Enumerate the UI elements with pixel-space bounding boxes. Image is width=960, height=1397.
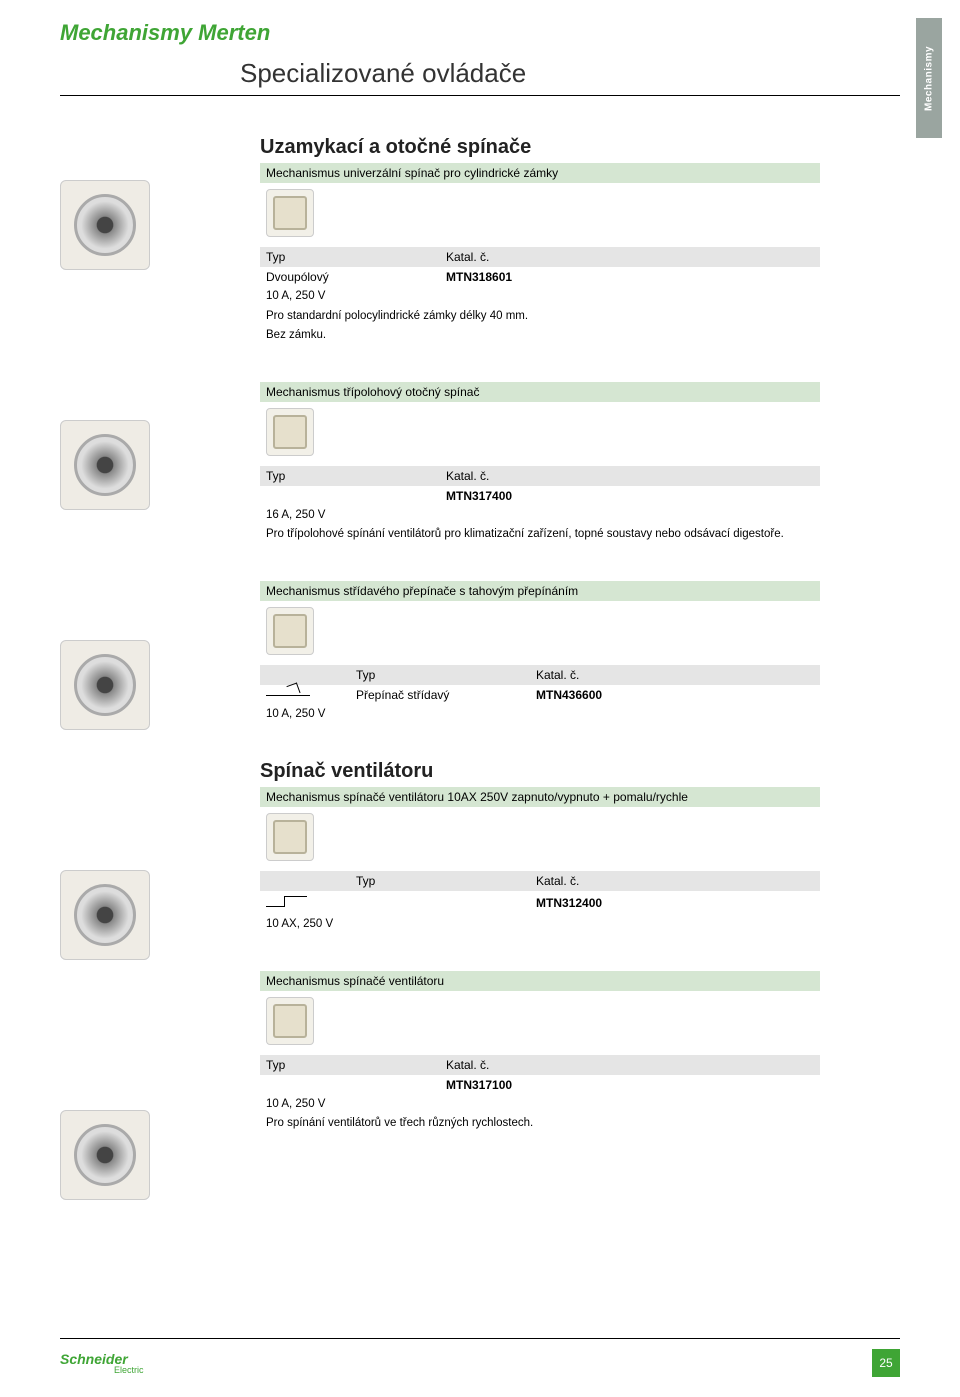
section-2: Mechanismus třípolohový otočný spínač Ty… [260,382,820,545]
td-katal: MTN436600 [536,688,814,702]
th-katal: Katal. č. [446,1058,814,1072]
table-header: Typ Katal. č. [260,871,820,891]
desc-line: 10 A, 250 V [260,705,820,725]
thumb-icon [266,813,314,861]
desc-line: 10 A, 250 V [260,1095,820,1115]
side-tab: Mechanismy [916,18,942,138]
section-green-bar: Mechanismus univerzální spínač pro cylin… [260,163,820,183]
th-katal: Katal. č. [536,874,814,888]
thumb-icon [266,607,314,655]
left-thumb-3 [60,640,180,790]
th-symbol [266,874,356,888]
td-typ [266,489,446,503]
desc-line: Bez zámku. [260,326,820,346]
th-typ: Typ [266,1058,446,1072]
left-thumb-2 [60,420,180,570]
section-4: Spínač ventilátoru Mechanismus spínačé v… [260,760,820,935]
content: Uzamykací a otočné spínače Mechanismus u… [260,136,820,1134]
section-1: Uzamykací a otočné spínače Mechanismus u… [260,136,820,346]
table-row: Přepínač střídavý MTN436600 [260,685,820,705]
th-typ: Typ [356,874,536,888]
logo-main: Schneider [60,1352,144,1366]
table-header: Typ Katal. č. [260,665,820,685]
td-symbol [266,894,356,912]
th-katal: Katal. č. [446,469,814,483]
table-row: Dvoupólový MTN318601 [260,267,820,287]
th-katal: Katal. č. [536,668,814,682]
section-green-bar: Mechanismus třípolohový otočný spínač [260,382,820,402]
section-green-bar: Mechanismus spínačé ventilátoru [260,971,820,991]
product-image-icon [60,640,150,730]
page-number: 25 [872,1349,900,1377]
left-thumb-1 [60,180,180,330]
switch-symbol-icon [266,688,310,702]
section-heading: Uzamykací a otočné spínače [260,136,820,159]
header: Mechanismy Merten [60,20,900,46]
section-3: Mechanismus střídavého přepínače s tahov… [260,581,820,725]
section-green-bar: Mechanismus střídavého přepínače s tahov… [260,581,820,601]
divider [60,95,900,96]
logo-sub: Electric [114,1366,144,1375]
footer: Schneider Electric 25 [60,1338,900,1377]
product-image-icon [60,1110,150,1200]
product-image-icon [60,870,150,960]
page: Mechanismy Mechanismy Merten Specializov… [0,0,960,1397]
left-thumb-4 [60,870,180,1020]
td-typ [266,1078,446,1092]
product-image-icon [60,420,150,510]
desc-line: Pro standardní polocylindrické zámky dél… [260,307,820,327]
th-symbol [266,668,356,682]
desc-line: 10 A, 250 V [260,287,820,307]
desc-line: Pro spínání ventilátorů ve třech různých… [260,1114,820,1134]
th-typ: Typ [266,250,446,264]
product-image-icon [60,180,150,270]
thumb-icon [266,997,314,1045]
switch-symbol-icon [266,894,310,912]
table-header: Typ Katal. č. [260,247,820,267]
table-header: Typ Katal. č. [260,1055,820,1075]
section-heading: Spínač ventilátoru [260,760,820,783]
brand-title: Mechanismy Merten [60,20,270,46]
page-title: Specializované ovládače [240,58,900,89]
table-header: Typ Katal. č. [260,466,820,486]
footer-logo: Schneider Electric [60,1352,144,1375]
td-symbol [266,688,356,702]
td-katal: MTN312400 [536,896,814,910]
section-5: Mechanismus spínačé ventilátoru Typ Kata… [260,971,820,1134]
desc-line: 16 A, 250 V [260,506,820,526]
td-typ: Dvoupólový [266,270,446,284]
th-katal: Katal. č. [446,250,814,264]
td-typ: Přepínač střídavý [356,688,536,702]
table-row: MTN312400 [260,891,820,915]
table-row: MTN317400 [260,486,820,506]
section-green-bar: Mechanismus spínačé ventilátoru 10AX 250… [260,787,820,807]
td-katal: MTN317100 [446,1078,814,1092]
th-typ: Typ [266,469,446,483]
th-typ: Typ [356,668,536,682]
table-row: MTN317100 [260,1075,820,1095]
desc-line: Pro třípolohové spínání ventilátorů pro … [260,525,820,545]
thumb-icon [266,408,314,456]
thumb-icon [266,189,314,237]
td-katal: MTN318601 [446,270,814,284]
desc-line: 10 AX, 250 V [260,915,820,935]
td-katal: MTN317400 [446,489,814,503]
left-thumb-5 [60,1110,180,1260]
